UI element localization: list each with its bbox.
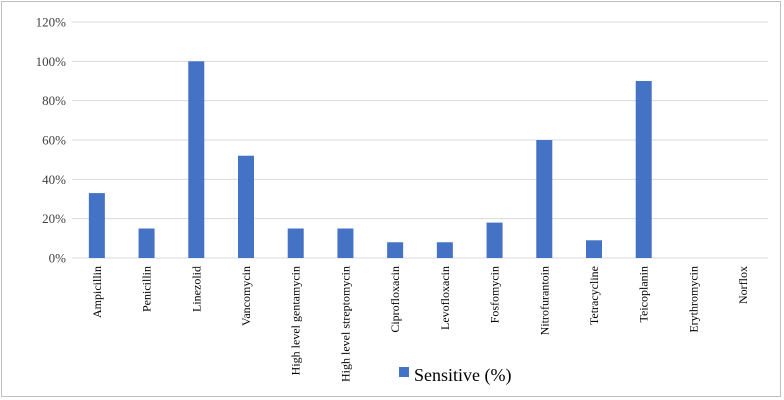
- bar: [88, 193, 105, 258]
- bars: [88, 61, 652, 259]
- x-tick-label: Ampicillin: [90, 266, 104, 318]
- bar: [188, 61, 205, 259]
- x-tick-label: Vancomycin: [239, 266, 253, 326]
- bar: [387, 242, 404, 258]
- y-tick-label: 40%: [42, 172, 66, 187]
- y-axis-ticks: 0% 20% 40% 60% 80% 100% 120%: [36, 15, 67, 266]
- legend-label: Sensitive (%): [414, 365, 511, 386]
- bar: [287, 228, 304, 258]
- x-tick-label: Norflox: [736, 266, 750, 304]
- bar: [536, 140, 553, 258]
- bar: [337, 228, 354, 258]
- bar: [635, 81, 652, 258]
- x-tick-label: Erythromycin: [686, 266, 700, 333]
- bar: [486, 222, 503, 258]
- legend: Sensitive (%): [399, 365, 511, 386]
- x-tick-label: Penicillin: [140, 266, 154, 312]
- bar: [586, 240, 602, 258]
- y-tick-label: 120%: [36, 15, 67, 30]
- y-tick-label: 100%: [36, 54, 67, 69]
- x-tick-label: Linezolid: [189, 266, 203, 312]
- x-axis-labels: Ampicillin Penicillin Linezolid Vancomycin H…: [90, 266, 750, 382]
- x-tick-label: Tetracycline: [587, 266, 601, 325]
- bar: [436, 242, 453, 258]
- y-tick-label: 60%: [42, 133, 66, 148]
- gridlines: [72, 21, 768, 259]
- x-tick-label: Fosfomycin: [488, 266, 502, 323]
- x-tick-label: Nitrofurantoin: [537, 266, 551, 335]
- y-tick-label: 80%: [42, 93, 66, 108]
- x-tick-label: High level gentamycin: [289, 266, 303, 375]
- x-tick-label: Ciprofloxacin: [388, 266, 402, 333]
- bar: [238, 155, 254, 258]
- legend-swatch: [399, 367, 409, 377]
- bar: [138, 228, 155, 258]
- y-tick-label: 20%: [42, 211, 66, 226]
- x-tick-label: Teicoplanin: [637, 266, 651, 322]
- y-tick-label: 0%: [49, 251, 67, 266]
- x-tick-label: High level streptomycin: [338, 266, 352, 382]
- x-tick-label: Levofloxacin: [438, 266, 452, 330]
